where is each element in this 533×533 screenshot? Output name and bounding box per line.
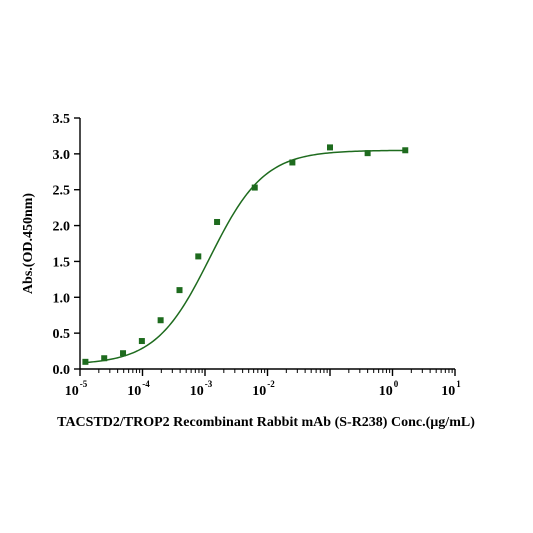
y-tick-label: 0.5 [53, 327, 71, 342]
data-point [251, 184, 258, 191]
y-tick-label: 2.0 [53, 220, 71, 235]
x-tick-label: 10-3 [190, 379, 213, 399]
x-tick-label: 10-4 [127, 379, 150, 399]
y-tick-label: 3.0 [53, 148, 71, 163]
data-point [101, 355, 108, 362]
data-point [138, 338, 145, 345]
data-point [82, 358, 89, 365]
y-axis-title: Abs.(OD.450nm) [21, 193, 36, 294]
data-point [195, 253, 202, 260]
y-tick-label: 3.5 [53, 112, 71, 127]
data-points-layer [82, 144, 409, 365]
x-tick-label: 10-5 [65, 379, 88, 399]
data-point [402, 147, 409, 154]
y-tick-label: 1.5 [53, 255, 71, 270]
x-tick-label: 101 [441, 379, 461, 399]
fit-curve-layer [85, 149, 406, 364]
data-point [157, 317, 164, 324]
data-point [289, 159, 296, 166]
y-tick-label: 0.0 [53, 363, 71, 378]
data-point [120, 350, 127, 357]
x-axis-title: TACSTD2/TROP2 Recombinant Rabbit mAb (S-… [57, 415, 475, 430]
fit-curve [85, 149, 406, 364]
x-tick-label: 10-2 [252, 379, 275, 399]
data-point [214, 218, 221, 225]
x-axis: 10-5 10-4 10-3 10-2 100 101 [65, 368, 461, 399]
x-tick-label: 100 [379, 379, 399, 399]
data-point [364, 150, 371, 157]
y-tick-label: 1.0 [53, 291, 71, 306]
data-point [327, 144, 333, 151]
data-point [176, 287, 183, 294]
y-axis: 0.0 0.5 1.0 1.5 2.0 2.5 3.0 3.5 [53, 112, 81, 378]
y-tick-label: 2.5 [53, 184, 71, 199]
